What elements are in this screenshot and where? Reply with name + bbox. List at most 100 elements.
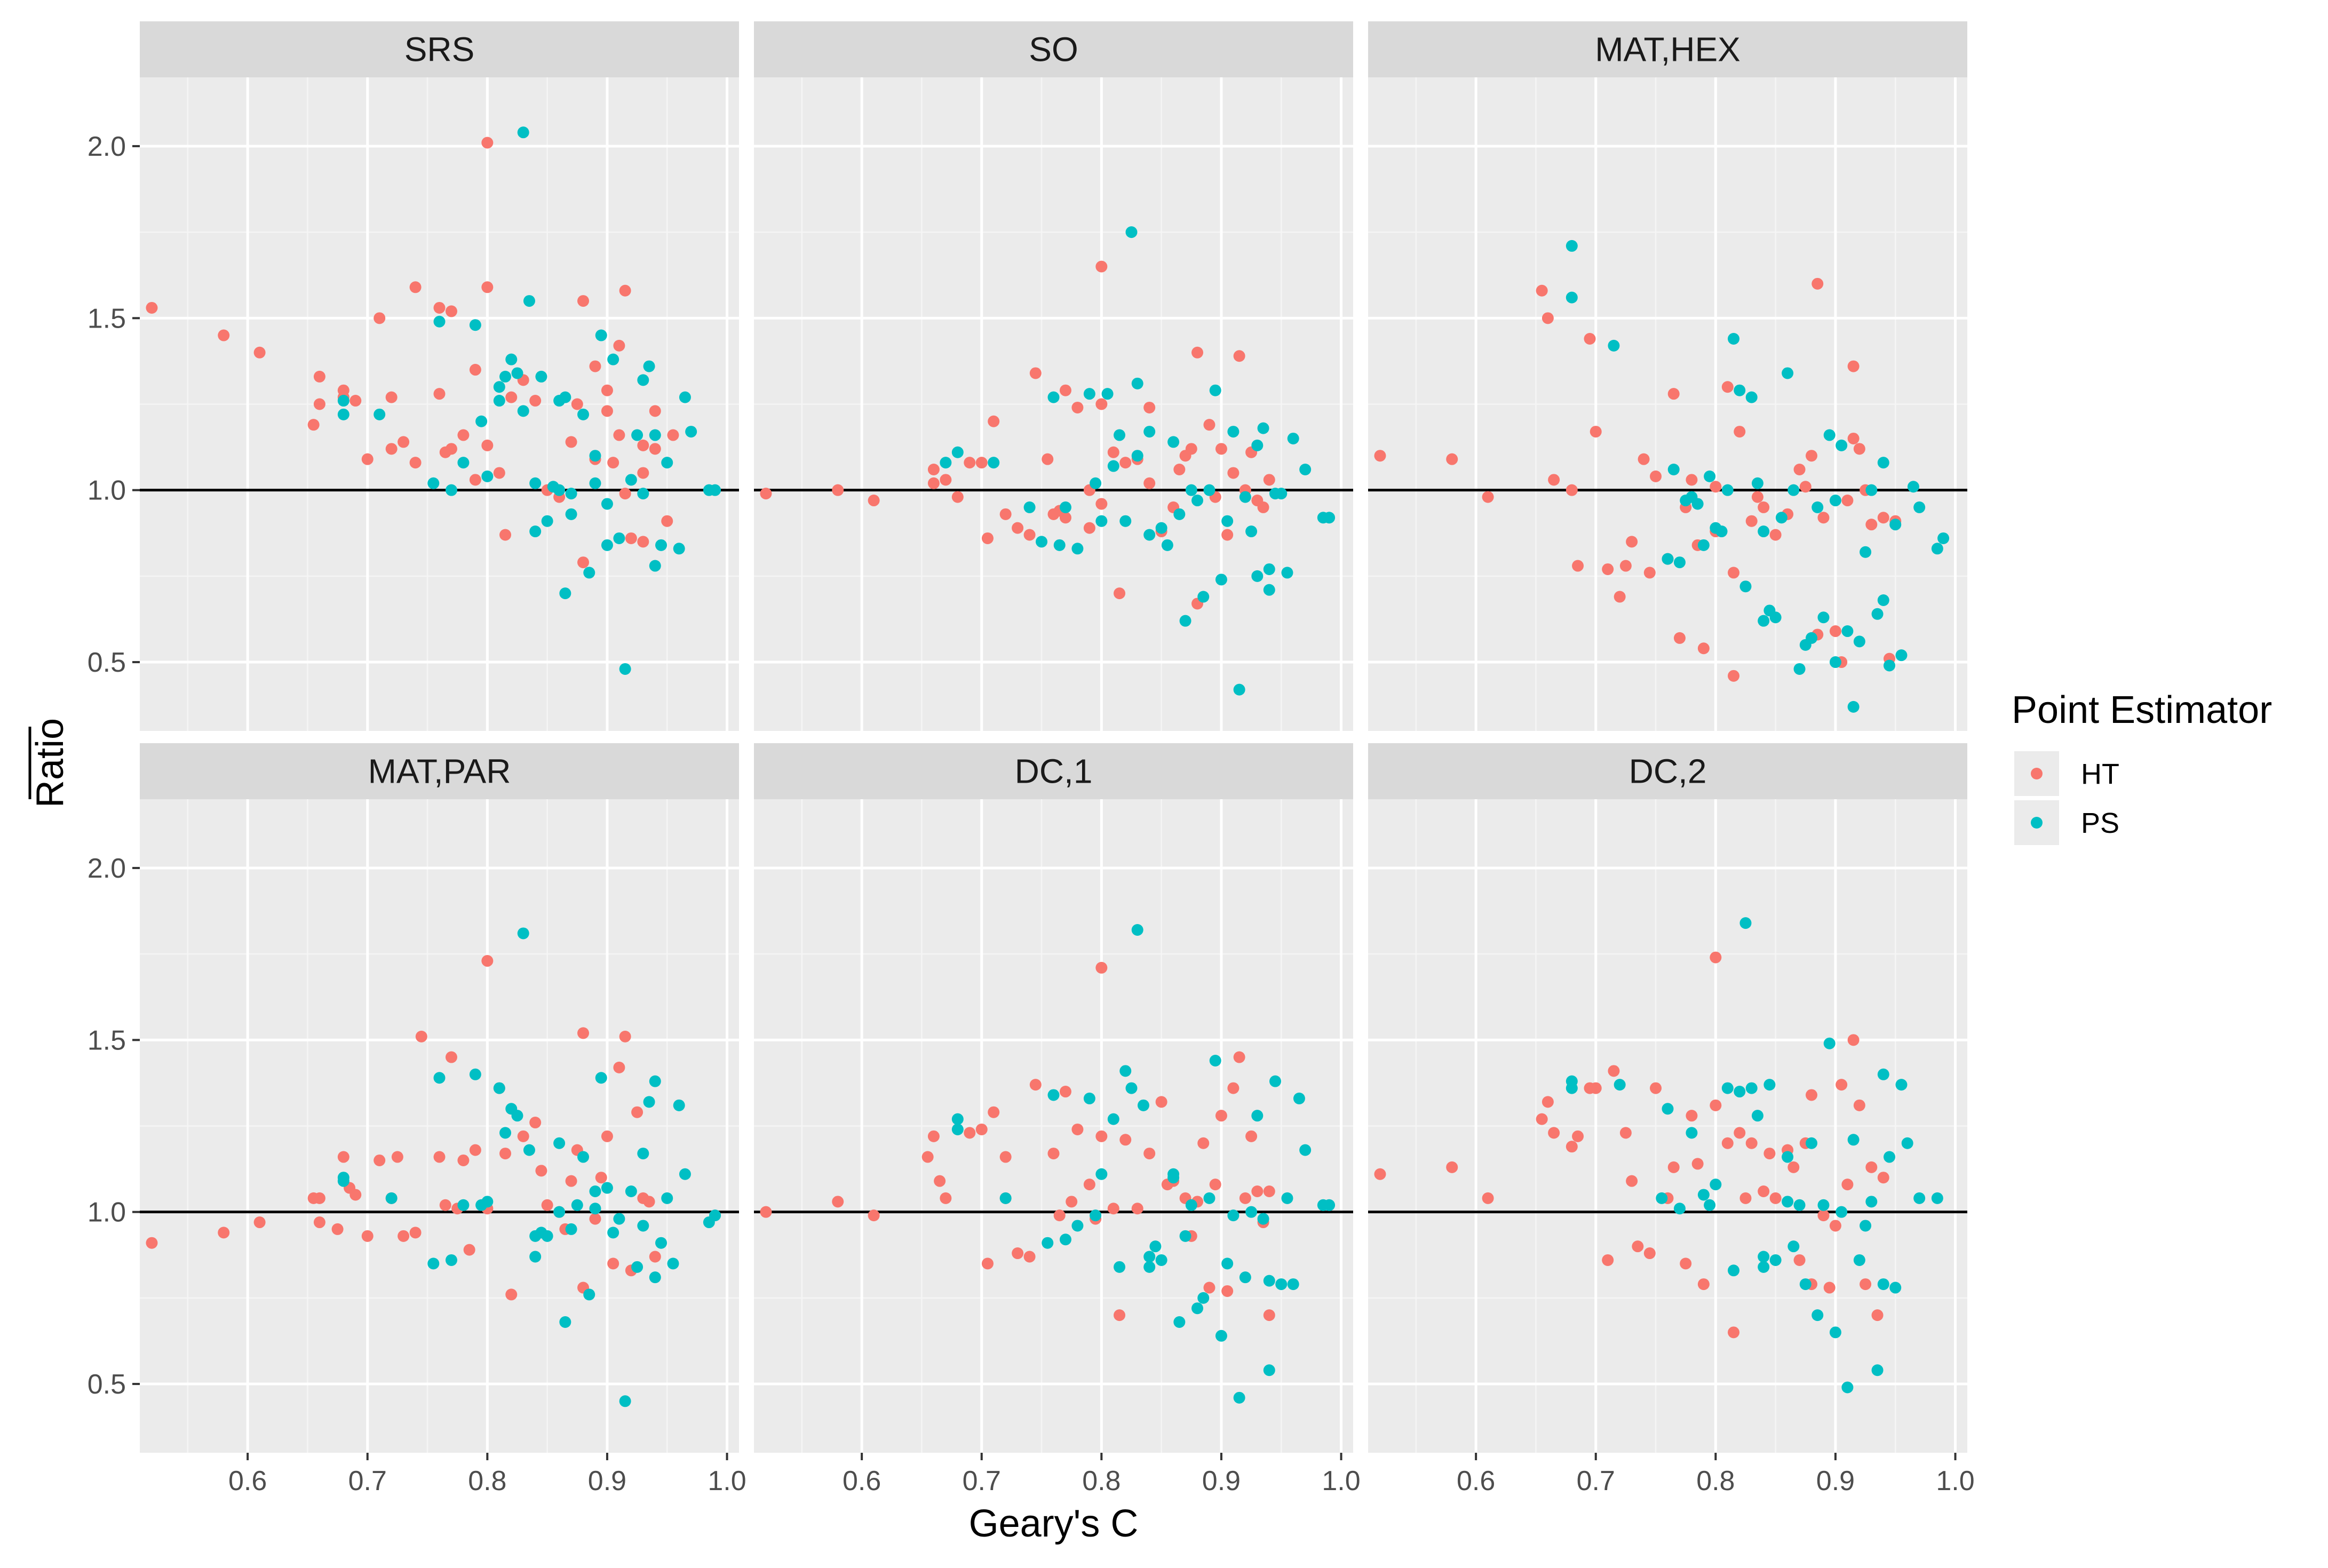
data-point-ps	[1125, 226, 1138, 238]
data-point-ht	[1650, 470, 1662, 482]
data-point-ps	[1173, 508, 1186, 520]
data-point-ps	[565, 1223, 577, 1235]
data-point-ht	[1626, 536, 1638, 548]
data-point-ps	[427, 477, 440, 489]
panel-dc-1: DC,1 0.6 0.7 0.8 0.9 1.0	[754, 743, 1361, 1497]
data-point-ps	[1877, 1068, 1889, 1080]
data-point-ps	[625, 1185, 637, 1197]
data-point-ht	[1590, 426, 1602, 438]
data-point-ht	[535, 1165, 547, 1177]
data-point-ps	[535, 370, 547, 383]
data-point-ps	[1841, 625, 1854, 638]
panel-strip	[1368, 743, 1967, 799]
data-point-ht	[361, 1230, 374, 1242]
data-point-ps	[1185, 1199, 1197, 1211]
data-point-ps	[1608, 339, 1620, 352]
data-point-ps	[667, 1257, 679, 1270]
data-point-ht	[649, 1251, 661, 1263]
data-point-ps	[1673, 556, 1686, 569]
data-point-ps	[595, 329, 607, 341]
data-point-ps	[1877, 1278, 1889, 1291]
data-point-ht	[1841, 1179, 1854, 1191]
data-point-ps	[1047, 391, 1060, 403]
data-point-ht	[409, 1227, 422, 1239]
data-point-ps	[613, 1213, 625, 1225]
data-point-ps	[511, 367, 523, 379]
data-point-ps	[661, 457, 673, 469]
data-point-ps	[1203, 1192, 1215, 1204]
data-point-ht	[1059, 1086, 1071, 1098]
data-point-ht	[1584, 333, 1596, 345]
data-point-ps	[1745, 1082, 1758, 1094]
data-point-ht	[643, 1196, 655, 1208]
data-point-ps	[951, 446, 964, 458]
data-point-ht	[1572, 560, 1584, 572]
data-point-ht	[868, 1209, 880, 1222]
data-point-ht	[1686, 1110, 1698, 1122]
data-point-ps	[1263, 1364, 1275, 1376]
data-point-ps	[1293, 1092, 1305, 1104]
data-point-ps	[595, 1072, 607, 1084]
data-point-ht	[1059, 384, 1071, 396]
data-point-ht	[601, 384, 613, 396]
data-point-ht	[760, 488, 772, 500]
data-point-ht	[613, 339, 625, 352]
data-point-ps	[1884, 1151, 1896, 1163]
data-point-ps	[1107, 1113, 1119, 1125]
data-point-ps	[1215, 574, 1227, 586]
data-point-ps	[583, 1288, 595, 1301]
data-point-ht	[981, 1257, 994, 1270]
data-point-ht	[146, 1237, 158, 1249]
x-tick-label: 1.0	[708, 1466, 746, 1497]
data-point-ht	[1619, 1127, 1632, 1139]
x-tick-label: 0.9	[1816, 1466, 1855, 1497]
data-point-ht	[1197, 1137, 1210, 1149]
data-point-ps	[469, 319, 481, 331]
data-point-ht	[1829, 625, 1841, 638]
data-point-ps	[1871, 1364, 1884, 1376]
data-point-ht	[505, 391, 518, 403]
data-point-ps	[601, 539, 613, 551]
data-point-ps	[1673, 1203, 1686, 1215]
data-point-ht	[1787, 1161, 1800, 1173]
data-point-ht	[469, 364, 481, 376]
data-point-ht	[1697, 642, 1710, 655]
data-point-ps	[637, 1148, 649, 1160]
data-point-ht	[607, 457, 619, 469]
data-point-ps	[1811, 1309, 1824, 1322]
panel-title: MAT,PAR	[368, 752, 511, 791]
data-point-ht	[1239, 1192, 1251, 1204]
data-point-ht	[1233, 350, 1245, 362]
data-point-ps	[1179, 615, 1191, 627]
legend-label-ht: HT	[2081, 758, 2119, 790]
data-point-ps	[1758, 1261, 1770, 1273]
data-point-ps	[637, 488, 649, 500]
data-point-ps	[523, 295, 535, 307]
data-point-ps	[1114, 429, 1126, 441]
data-point-ht	[1173, 464, 1186, 475]
data-point-ht	[1847, 432, 1860, 444]
x-tick-label: 0.7	[963, 1466, 1001, 1497]
data-point-ps	[1697, 539, 1710, 551]
data-point-ht	[1626, 1175, 1638, 1187]
panel-strip	[140, 743, 739, 799]
data-point-ht	[565, 436, 577, 448]
data-point-ps	[1841, 1381, 1854, 1394]
data-point-ps	[1227, 426, 1240, 438]
data-point-ht	[1769, 1192, 1782, 1204]
data-point-ht	[1374, 450, 1386, 462]
data-point-ht	[637, 439, 649, 451]
data-point-ps	[565, 488, 577, 500]
data-point-ps	[1251, 439, 1264, 451]
data-point-ps	[1155, 522, 1167, 534]
data-point-ht	[1548, 474, 1560, 486]
y-tick-label: 2.0	[88, 131, 126, 162]
data-point-ht	[463, 1244, 475, 1256]
data-point-ps	[1119, 1065, 1132, 1077]
data-point-ht	[1143, 401, 1156, 413]
data-point-ht	[337, 1151, 349, 1163]
data-point-ht	[1728, 670, 1740, 682]
data-point-ht	[1745, 515, 1758, 527]
